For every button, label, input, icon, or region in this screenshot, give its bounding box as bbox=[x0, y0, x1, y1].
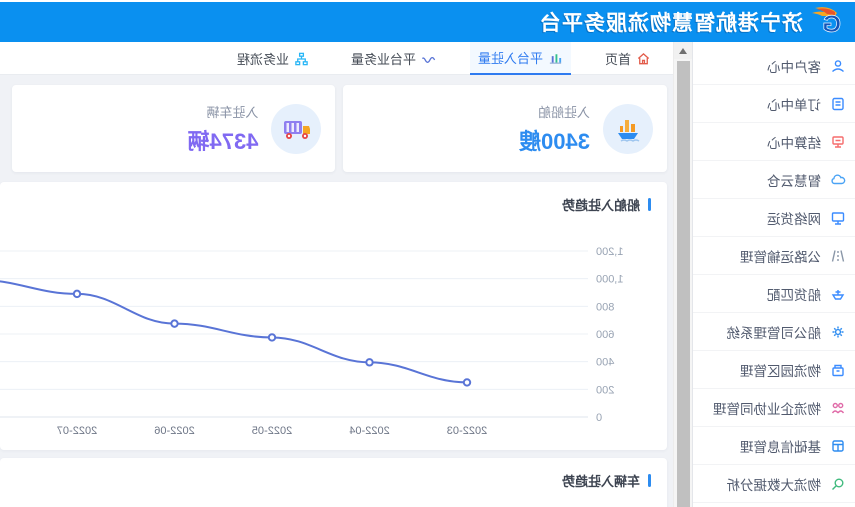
sidebar-item-label: 物流园区管理 bbox=[740, 363, 821, 379]
panel-title-text: 车辆入驻趋势 bbox=[561, 474, 640, 489]
ship-match-icon bbox=[830, 286, 846, 302]
card-label: 入驻船舶 bbox=[537, 104, 590, 120]
ship-trend-panel: 船舶入驻趋势 0 200 400 600 800 1,000 1,200 2022-03 202… bbox=[0, 182, 667, 450]
tab[interactable]: 首页 bbox=[597, 42, 659, 75]
sidebar-item[interactable]: 客户中心 bbox=[693, 47, 855, 85]
sidebar-item-label: 物流大数据分析 bbox=[726, 477, 822, 493]
card-vehicles: 入驻车辆 4374辆 bbox=[12, 85, 336, 172]
sidebar-item[interactable]: 基础信息管理 bbox=[693, 427, 855, 465]
svg-text:1,200: 1,200 bbox=[596, 246, 624, 258]
sidebar-item-label: 客户中心 bbox=[767, 59, 821, 75]
sidebar-item[interactable]: 结算中心 bbox=[693, 123, 855, 161]
tab-label: 业务流程 bbox=[236, 51, 289, 67]
panel-title: 船舶入驻趋势 bbox=[0, 182, 667, 214]
ship-trend-chart: 0 200 400 600 800 1,000 1,200 2022-03 2022-04 202… bbox=[0, 246, 624, 437]
truck-icon bbox=[271, 103, 322, 154]
sidebar: 客户中心订单中心结算中心智慧云仓网络货运公路运输管理船货匹配船公司管理系统物流园… bbox=[692, 42, 855, 507]
road-icon bbox=[830, 248, 846, 264]
title-bar-icon bbox=[648, 474, 651, 487]
scrollbar[interactable] bbox=[673, 42, 693, 507]
tab[interactable]: 平台业务量 bbox=[343, 42, 444, 75]
tab-label: 首页 bbox=[604, 51, 631, 67]
logo-icon: G bbox=[809, 4, 845, 41]
brand: G 济宁港航智慧物流服务平台 bbox=[539, 4, 845, 41]
tab-bar: 首页 平台入驻量 平台业务量 业务流程 bbox=[0, 41, 673, 75]
title-bar-icon bbox=[648, 198, 651, 211]
sidebar-item-label: 基础信息管理 bbox=[740, 439, 821, 455]
card-label: 入驻车辆 bbox=[206, 104, 259, 120]
svg-text:2022-06: 2022-06 bbox=[154, 425, 194, 437]
settlement-icon bbox=[830, 134, 846, 150]
sidebar-item[interactable]: 公路运输管理 bbox=[693, 237, 855, 275]
search-icon bbox=[830, 476, 846, 492]
card-ships: 入驻船舶 3400艘 bbox=[343, 85, 667, 172]
svg-text:600: 600 bbox=[596, 329, 614, 341]
tab[interactable]: 业务流程 bbox=[229, 42, 317, 75]
sidebar-item-label: 网络货运 bbox=[767, 211, 821, 227]
ship-icon bbox=[603, 103, 653, 154]
vehicle-trend-panel: 车辆入驻趋势 bbox=[0, 458, 667, 507]
tab-label: 平台业务量 bbox=[350, 51, 416, 67]
svg-text:2022-03: 2022-03 bbox=[447, 425, 487, 437]
stat-cards: 入驻船舶 3400艘 bbox=[0, 85, 667, 172]
sidebar-item-label: 船公司管理系统 bbox=[726, 325, 822, 341]
scrollbar-thumb[interactable] bbox=[677, 61, 691, 507]
sidebar-item-label: 智慧云仓 bbox=[767, 173, 821, 189]
flow-icon bbox=[294, 51, 309, 66]
app-header: G 济宁港航智慧物流服务平台 bbox=[0, 2, 855, 42]
sidebar-item[interactable]: 船货匹配 bbox=[693, 275, 855, 313]
panel-title-text: 船舶入驻趋势 bbox=[561, 198, 640, 213]
sidebar-item[interactable]: 网络货运 bbox=[693, 199, 855, 237]
card-value: 4374辆 bbox=[187, 128, 259, 154]
sidebar-item-label: 船货匹配 bbox=[767, 287, 821, 303]
park-icon bbox=[830, 362, 846, 378]
svg-text:2022-04: 2022-04 bbox=[349, 425, 389, 437]
svg-text:2022-05: 2022-05 bbox=[252, 425, 292, 437]
up-arrow-icon bbox=[679, 47, 688, 54]
customer-icon bbox=[830, 58, 846, 74]
cloud-icon bbox=[830, 172, 846, 188]
tab-label: 平台入驻量 bbox=[477, 50, 543, 66]
panel-title: 车辆入驻趋势 bbox=[0, 458, 667, 490]
svg-text:200: 200 bbox=[596, 384, 614, 396]
app-title: 济宁港航智慧物流服务平台 bbox=[539, 12, 803, 35]
main-content: 首页 平台入驻量 平台业务量 业务流程 入驻船舶 340 bbox=[0, 41, 673, 507]
gear-icon bbox=[830, 324, 846, 340]
sidebar-item[interactable]: 物流企业协同管理 bbox=[693, 389, 855, 427]
scrollbar-up-button[interactable] bbox=[674, 42, 693, 59]
sidebar-item-label: 订单中心 bbox=[767, 97, 821, 113]
svg-text:1,000: 1,000 bbox=[596, 274, 624, 286]
bar-chart-icon bbox=[548, 50, 563, 65]
wave-icon bbox=[421, 51, 436, 66]
sidebar-item[interactable]: 物流园区管理 bbox=[693, 351, 855, 389]
network-icon bbox=[830, 210, 846, 226]
card-value: 3400艘 bbox=[519, 128, 590, 154]
svg-text:2022-07: 2022-07 bbox=[57, 425, 97, 437]
partner-icon bbox=[830, 400, 846, 416]
tab[interactable]: 平台入驻量 bbox=[469, 41, 571, 75]
svg-text:800: 800 bbox=[596, 301, 614, 313]
sidebar-item[interactable]: 船公司管理系统 bbox=[693, 313, 855, 351]
svg-text:G: G bbox=[822, 11, 841, 36]
info-icon bbox=[830, 438, 846, 454]
home-icon bbox=[636, 51, 651, 66]
sidebar-item[interactable]: 物流大数据分析 bbox=[693, 465, 855, 503]
order-icon bbox=[830, 96, 846, 112]
svg-text:0: 0 bbox=[596, 412, 602, 424]
sidebar-item-label: 公路运输管理 bbox=[740, 249, 821, 265]
svg-text:400: 400 bbox=[596, 357, 614, 369]
sidebar-item[interactable]: 智慧云仓 bbox=[693, 161, 855, 199]
sidebar-item[interactable]: 订单中心 bbox=[693, 85, 855, 123]
sidebar-item-label: 结算中心 bbox=[767, 135, 821, 151]
sidebar-item-label: 物流企业协同管理 bbox=[713, 401, 821, 417]
